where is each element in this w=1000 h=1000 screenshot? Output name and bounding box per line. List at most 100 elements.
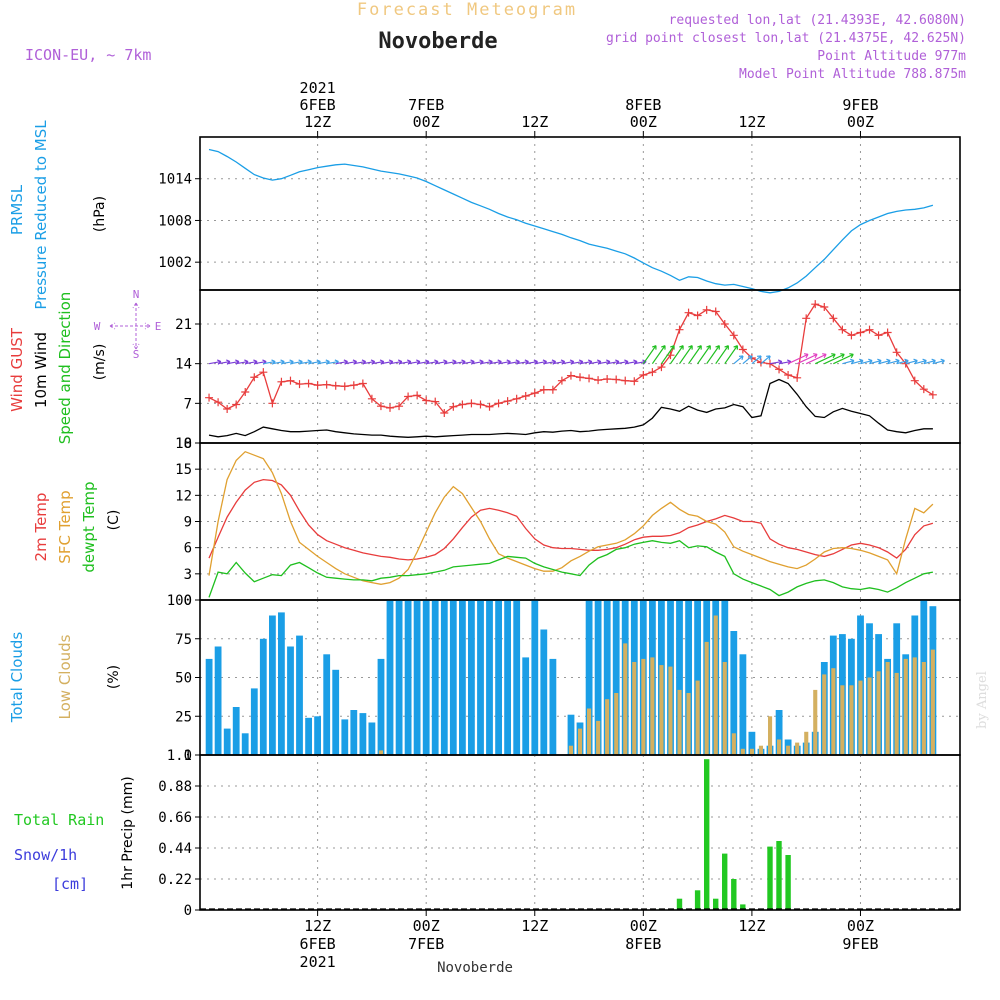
- total-cloud-bar: [404, 600, 412, 755]
- wind-arrow-head: [715, 345, 720, 350]
- time-tick-label: 12Z: [304, 917, 331, 935]
- gust-marker: [539, 385, 548, 394]
- wind-direction-arrow: [389, 360, 402, 365]
- gust-marker: [358, 379, 367, 388]
- wind-direction-arrow: [453, 360, 466, 365]
- gust-marker: [431, 397, 440, 406]
- time-tick-label: 00Z: [847, 917, 874, 935]
- panel-temperature: 0 3 6 9 12 15 18: [175, 436, 961, 609]
- low-cloud-bar: [867, 677, 872, 755]
- low-cloud-bar: [713, 615, 718, 755]
- wind-direction-arrow: [824, 353, 845, 365]
- low-cloud-bar: [804, 731, 809, 756]
- point-altitude: Point Altitude 977m: [817, 49, 966, 64]
- low-cloud-bar: [858, 680, 863, 755]
- y-tick-label: 14: [175, 357, 192, 373]
- time-tick-label: 00Z: [630, 113, 657, 131]
- requested-coords: requested lon,lat (21.4393E, 42.6080N): [669, 13, 966, 28]
- low-cloud-bar: [722, 662, 727, 755]
- sfc-label: SFC Temp: [56, 490, 74, 563]
- wind-direction-arrow: [335, 360, 348, 365]
- gust-marker: [892, 348, 901, 357]
- gust-marker: [910, 376, 919, 385]
- gust-marker: [802, 314, 811, 323]
- y-tick-label: 0: [184, 903, 192, 919]
- gust-marker: [928, 390, 937, 399]
- gust-marker: [340, 382, 349, 391]
- wind-direction-arrow: [833, 353, 854, 365]
- rain-bar: [767, 846, 773, 910]
- gust-marker: [223, 405, 232, 413]
- gust-marker: [277, 377, 286, 386]
- wind-direction-arrow: [787, 353, 809, 365]
- wind-direction-arrow: [570, 360, 583, 365]
- gust-marker: [585, 374, 594, 383]
- wind-direction-arrow: [588, 360, 601, 365]
- wind-direction-arrow: [896, 359, 909, 365]
- total-cloud-bar: [205, 658, 213, 755]
- total-cloud-bar: [241, 733, 249, 755]
- y-tick-label: 50: [175, 671, 192, 687]
- wind-direction-arrow: [227, 360, 240, 365]
- total-cloud-bar: [431, 600, 439, 755]
- gust-marker: [874, 331, 883, 340]
- wind-direction-arrow: [579, 360, 592, 365]
- y-tick-label: 1.1: [167, 748, 192, 764]
- year-label: 2021: [300, 953, 336, 971]
- gust-marker: [232, 400, 241, 409]
- wind-direction-arrow: [263, 360, 276, 365]
- wind-direction-arrow: [362, 360, 375, 365]
- rain-bar: [676, 898, 683, 910]
- low-cloud-bar: [930, 649, 935, 755]
- date-label: 7FEB: [408, 935, 444, 953]
- wind-direction-arrow: [525, 360, 538, 365]
- low-cloud-bar: [614, 693, 619, 755]
- panel-pressure: 1002 1008 1014: [158, 136, 961, 294]
- low-cloud-bar: [668, 666, 673, 755]
- gust-label: Wind GUST: [8, 327, 26, 412]
- total-cloud-bar: [495, 600, 502, 755]
- gust-marker: [313, 381, 322, 390]
- compass-s: S: [133, 348, 140, 361]
- y-tick-label: 21: [175, 317, 192, 333]
- series-line-pressure: [208, 148, 934, 294]
- wind-direction-arrow: [317, 360, 330, 365]
- low-cloud-bar: [822, 674, 827, 755]
- gust-marker: [847, 331, 856, 340]
- gust-marker: [621, 376, 630, 385]
- year-label: 2021: [300, 79, 336, 97]
- date-label: 8FEB: [625, 935, 661, 953]
- time-tick-label: 00Z: [847, 113, 874, 131]
- wind-direction-arrow: [380, 360, 393, 365]
- low-cloud-bar: [578, 728, 583, 755]
- gust-marker: [675, 325, 684, 334]
- low-cloud-bar: [758, 745, 763, 755]
- rain-bar: [713, 898, 719, 910]
- wind-direction-arrow: [417, 360, 430, 365]
- time-tick-label: 00Z: [413, 113, 440, 131]
- model-label: ICON-EU, ~ 7km: [25, 46, 151, 64]
- wind-arrow-head: [738, 355, 744, 360]
- total-cloud-bar: [567, 714, 575, 755]
- low-cloud-bar: [641, 658, 646, 755]
- wind-direction-arrow: [625, 360, 638, 365]
- chart-title: Novoberde: [378, 29, 497, 54]
- rain-bar: [785, 855, 791, 910]
- wind-arrow-head: [766, 355, 771, 360]
- gust-marker: [214, 398, 223, 407]
- wind-unit-label: (m/s): [92, 344, 108, 381]
- panel-labels: PRMSL Pressure Reduced to MSL (hPa) Wind GU…: [8, 120, 161, 893]
- wind-direction-arrow: [660, 345, 675, 365]
- series-line-10m-wind: [208, 378, 933, 438]
- credit: by Angel: [975, 671, 990, 729]
- gust-marker: [594, 376, 603, 385]
- low-cloud-bar: [659, 665, 664, 755]
- wind-direction-arrow: [326, 360, 339, 365]
- total-cloud-bar: [775, 710, 783, 755]
- wind-arrow-head: [679, 345, 684, 350]
- wind-direction-arrow: [407, 360, 421, 365]
- wind-direction-arrow: [552, 360, 565, 365]
- wind-direction-arrow: [462, 360, 475, 365]
- wind-direction-arrow: [498, 360, 511, 365]
- gust-marker: [756, 358, 765, 367]
